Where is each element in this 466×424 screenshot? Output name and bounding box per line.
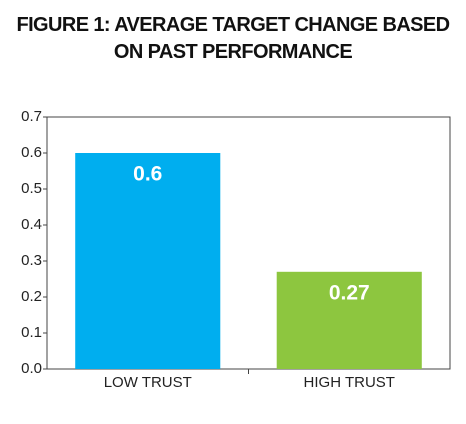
x-tick-label: HIGH TRUST	[304, 374, 395, 391]
data-label: 0.27	[329, 281, 370, 304]
bar	[276, 271, 422, 369]
y-tick-label: 0.4	[21, 216, 42, 233]
y-tick-label: 0.5	[21, 180, 42, 197]
data-label: 0.6	[133, 163, 162, 186]
x-tick-label: LOW TRUST	[104, 374, 192, 391]
bar	[75, 153, 221, 369]
y-tick-label: 0.3	[21, 252, 42, 269]
y-tick-label: 0.6	[21, 144, 42, 161]
y-tick-label: 0.7	[21, 108, 42, 125]
y-tick-label: 0.2	[21, 288, 42, 305]
chart-title: FIGURE 1: AVERAGE TARGET CHANGE BASED ON…	[16, 14, 450, 63]
y-tick-label: 0.1	[21, 324, 42, 341]
y-tick-label: 0.0	[21, 360, 42, 377]
